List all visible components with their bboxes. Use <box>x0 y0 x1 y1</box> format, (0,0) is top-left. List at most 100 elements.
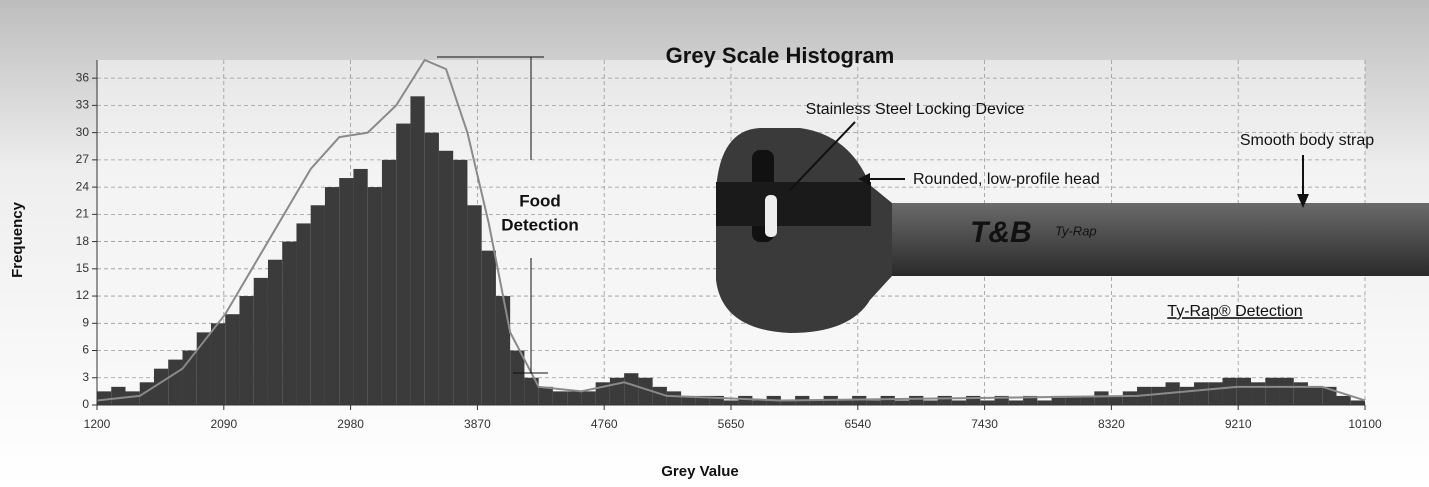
x-axis-label: Grey Value <box>661 463 739 480</box>
bar <box>809 400 823 405</box>
bar <box>1009 400 1023 405</box>
bar <box>482 251 496 405</box>
bar <box>1123 391 1137 405</box>
bar <box>225 314 239 405</box>
bar <box>197 332 211 405</box>
x-tick-label: 2980 <box>337 417 364 431</box>
y-tick-label: 12 <box>76 288 90 302</box>
bar <box>111 387 125 405</box>
bar <box>410 96 424 405</box>
annotation: Ty-Rap® Detection <box>1167 303 1302 320</box>
annotation: Smooth body strap <box>1240 132 1374 149</box>
bar <box>1294 382 1308 405</box>
y-tick-label: 15 <box>76 261 90 275</box>
bar <box>1265 378 1279 405</box>
y-tick-label: 21 <box>76 207 90 221</box>
x-tick-label: 1200 <box>84 417 111 431</box>
bar <box>510 351 524 405</box>
y-tick-label: 30 <box>76 125 90 139</box>
bar <box>1037 400 1051 405</box>
bar <box>866 400 880 405</box>
y-axis-label: Frequency <box>9 201 26 278</box>
y-tick-label: 9 <box>82 315 89 329</box>
annotation: Stainless Steel Locking Device <box>806 101 1025 118</box>
bar <box>1308 387 1322 405</box>
bar <box>325 187 339 405</box>
bar <box>1237 378 1251 405</box>
bar <box>467 205 481 405</box>
y-tick-label: 36 <box>76 70 90 84</box>
bar <box>724 400 738 405</box>
bar <box>909 396 923 405</box>
bar <box>980 400 994 405</box>
bar <box>923 400 937 405</box>
y-tick-label: 24 <box>76 179 90 193</box>
photo-text: Ty-Rap <box>1055 223 1097 238</box>
x-tick-label: 5650 <box>718 417 745 431</box>
bar <box>1109 396 1123 405</box>
bar <box>1351 400 1365 405</box>
annotation: Detection <box>501 215 578 234</box>
x-tick-label: 8320 <box>1098 417 1125 431</box>
bar <box>311 205 325 405</box>
bar <box>396 124 410 405</box>
photo-logo: T&B <box>970 216 1032 249</box>
bar <box>938 396 952 405</box>
y-tick-label: 33 <box>76 98 90 112</box>
bar <box>624 373 638 405</box>
steel-device <box>765 195 777 237</box>
bar <box>268 260 282 405</box>
bar <box>254 278 268 405</box>
bar <box>282 242 296 405</box>
bar <box>1151 387 1165 405</box>
bar <box>553 391 567 405</box>
x-tick-label: 3870 <box>464 417 491 431</box>
bar <box>368 187 382 405</box>
bar <box>353 169 367 405</box>
y-tick-label: 0 <box>82 397 89 411</box>
bar <box>154 369 168 405</box>
bar <box>738 396 752 405</box>
bar <box>1337 396 1351 405</box>
bar <box>382 160 396 405</box>
bar <box>1251 382 1265 405</box>
x-tick-label: 7430 <box>971 417 998 431</box>
bar <box>881 396 895 405</box>
x-tick-label: 10100 <box>1348 417 1382 431</box>
x-tick-label: 9210 <box>1225 417 1252 431</box>
annotation: Food <box>519 191 561 210</box>
bar <box>439 151 453 405</box>
slot <box>716 182 871 226</box>
bar <box>1223 378 1237 405</box>
bar <box>1180 387 1194 405</box>
bar <box>581 391 595 405</box>
bar <box>211 323 225 405</box>
bar <box>239 296 253 405</box>
bar <box>667 391 681 405</box>
y-tick-label: 18 <box>76 234 90 248</box>
x-tick-label: 2090 <box>210 417 237 431</box>
y-tick-label: 27 <box>76 152 90 166</box>
bar <box>425 133 439 405</box>
y-tick-label: 3 <box>82 370 89 384</box>
bar <box>1280 378 1294 405</box>
bar <box>339 178 353 405</box>
y-tick-label: 6 <box>82 343 89 357</box>
bar <box>895 400 909 405</box>
x-tick-label: 6540 <box>844 417 871 431</box>
bar <box>539 387 553 405</box>
bar <box>453 160 467 405</box>
bar <box>752 400 766 405</box>
bar <box>567 391 581 405</box>
bar <box>838 400 852 405</box>
bar <box>296 223 310 405</box>
chart: 0369121518212427303336120020902980387047… <box>0 0 1429 487</box>
annotation: Rounded, low-profile head <box>913 171 1100 188</box>
bar <box>952 400 966 405</box>
chart-title: Grey Scale Histogram <box>666 43 895 68</box>
bar <box>1194 382 1208 405</box>
x-tick-label: 4760 <box>591 417 618 431</box>
bar <box>168 360 182 405</box>
bar <box>496 296 510 405</box>
bar <box>1208 382 1222 405</box>
